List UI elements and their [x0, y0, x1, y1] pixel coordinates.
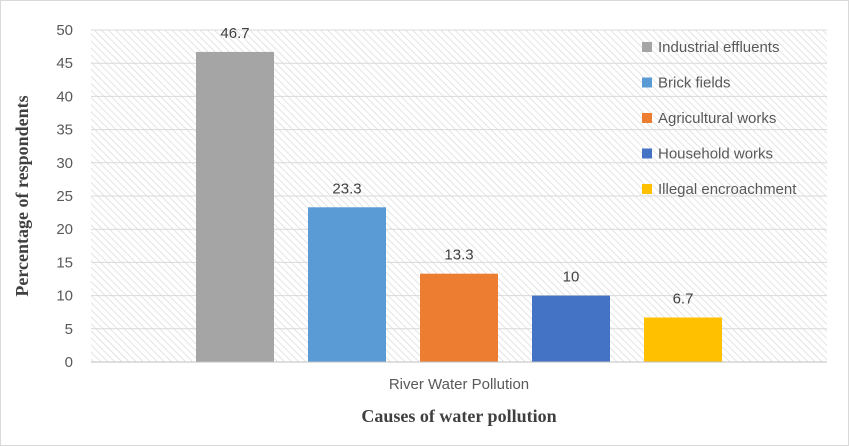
data-label: 10	[563, 269, 580, 286]
legend-swatch	[642, 42, 652, 52]
data-label: 46.7	[220, 25, 249, 42]
x-axis-title: Causes of water pollution	[361, 406, 556, 426]
y-tick-label: 20	[56, 221, 73, 238]
bar-household-works	[532, 295, 610, 362]
bar-industrial-effluents	[196, 51, 274, 363]
y-tick-label: 5	[65, 321, 73, 338]
legend-swatch	[642, 184, 652, 194]
legend-swatch	[642, 113, 652, 123]
legend: Industrial effluents Brick fields Agricult…	[642, 39, 797, 198]
legend-label: Household works	[658, 146, 773, 163]
y-tick-label: 35	[56, 122, 73, 139]
bar-brick-fields	[308, 207, 386, 362]
x-category-label: River Water Pollution	[389, 376, 529, 393]
legend-swatch	[642, 148, 652, 159]
y-tick-label: 25	[56, 188, 73, 205]
data-label: 6.7	[673, 291, 694, 308]
data-label: 23.3	[332, 180, 361, 197]
y-tick-label: 15	[56, 254, 73, 271]
legend-swatch	[642, 77, 652, 88]
bar-illegal-encroachment	[644, 317, 722, 362]
y-axis-ticks: 0 5 10 15 20 25 30 35 40 45 50	[56, 22, 73, 371]
bar-agricultural-works	[420, 273, 498, 362]
legend-label: Industrial effluents	[658, 39, 779, 56]
y-tick-label: 30	[56, 155, 73, 172]
y-tick-label: 40	[56, 88, 73, 105]
y-tick-label: 45	[56, 55, 73, 72]
bars	[196, 51, 722, 363]
legend-label: Illegal encroachment	[658, 181, 797, 198]
y-tick-label: 50	[56, 22, 73, 39]
data-label: 13.3	[444, 247, 473, 264]
legend-label: Agricultural works	[658, 110, 776, 127]
y-axis-title: Percentage of respondents	[12, 95, 32, 296]
legend-label: Brick fields	[658, 75, 731, 92]
y-tick-label: 10	[56, 288, 73, 305]
y-tick-label: 0	[65, 354, 73, 371]
data-labels: 46.7 23.3 13.3 10 6.7	[220, 25, 693, 308]
